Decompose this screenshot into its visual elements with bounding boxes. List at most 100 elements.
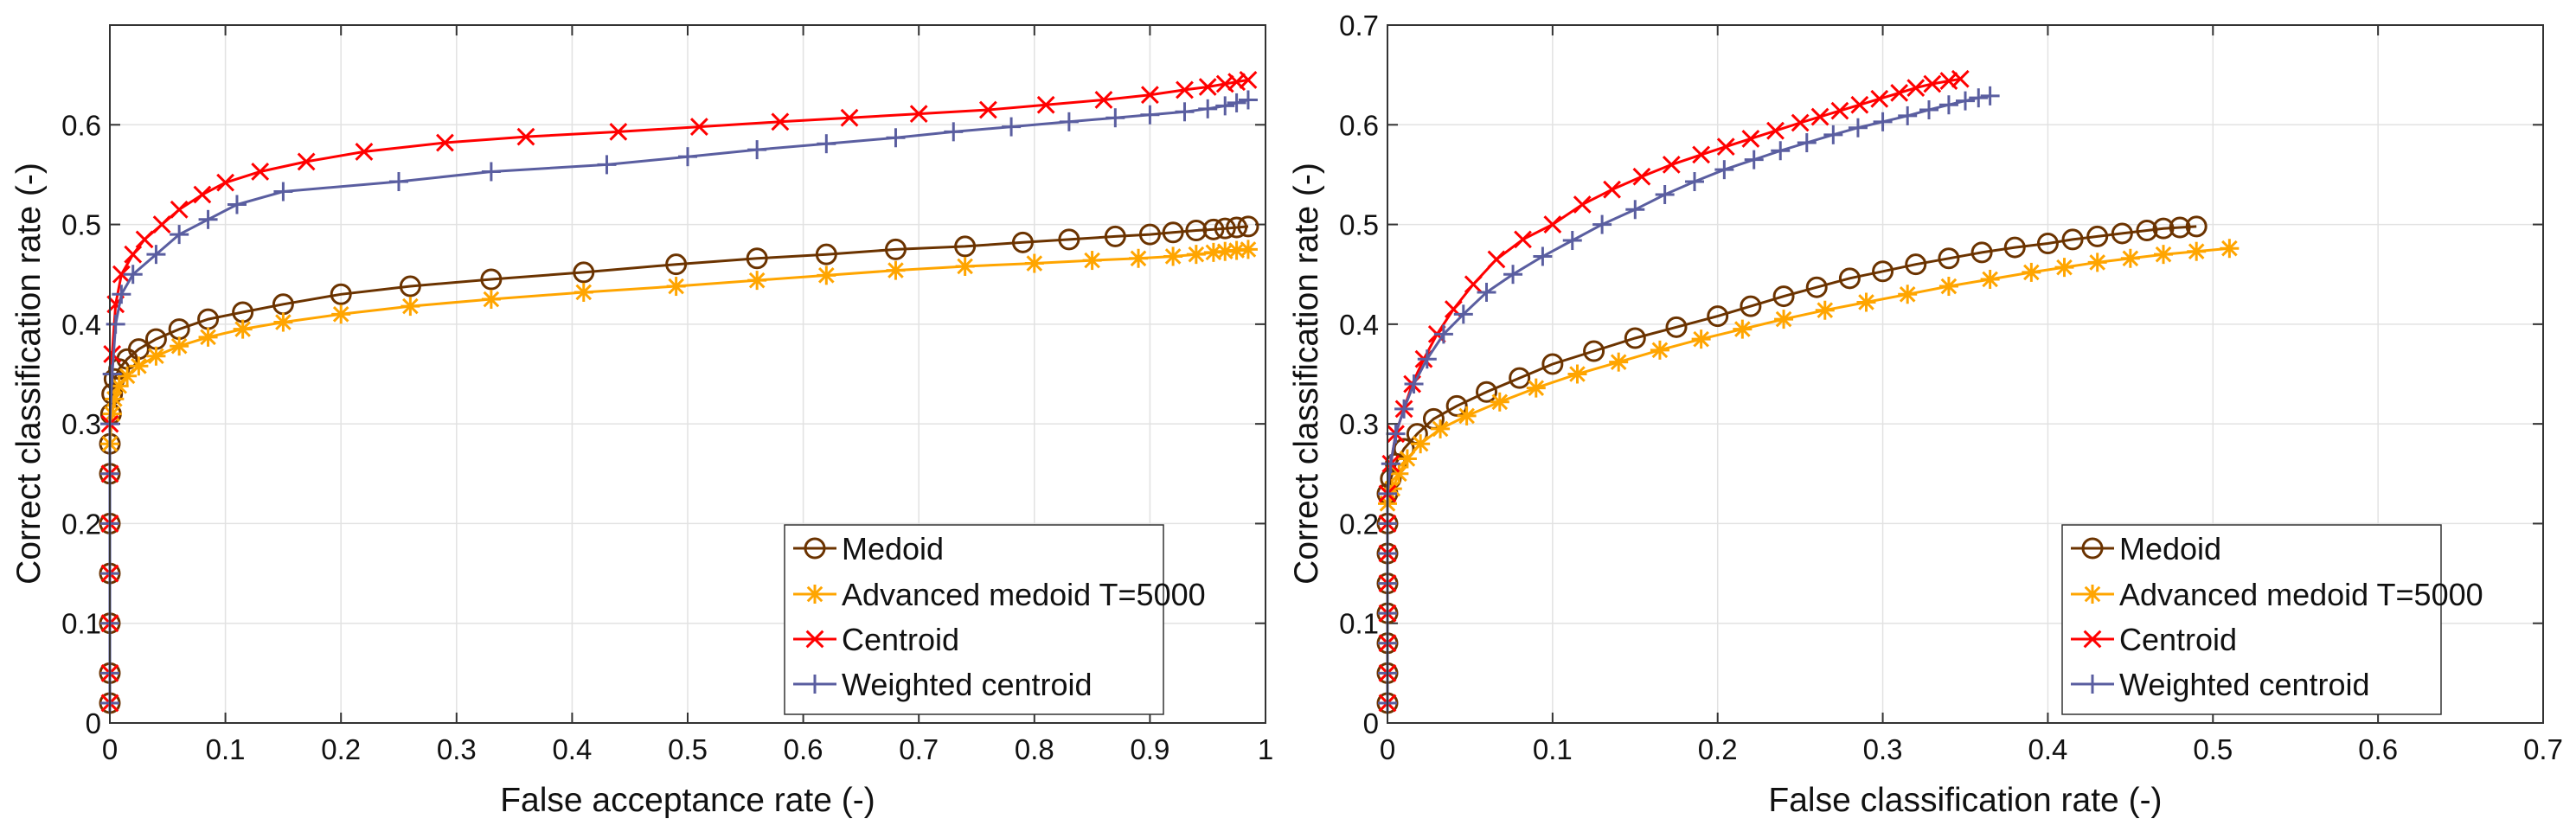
data-point-advanced-medoid-t-5000	[1856, 292, 1876, 312]
data-point-medoid	[1202, 218, 1225, 240]
data-point-weighted-centroid	[1980, 86, 2000, 106]
y-tick-label: 0.1	[1339, 608, 1379, 640]
data-point-advanced-medoid-t-5000	[2022, 262, 2041, 282]
data-point-advanced-medoid-t-5000	[102, 404, 122, 424]
data-point-advanced-medoid-t-5000	[2120, 248, 2140, 268]
data-point-centroid	[1662, 155, 1681, 174]
legend-marker-plus	[805, 675, 824, 694]
data-point-advanced-medoid-t-5000	[1938, 277, 1958, 297]
y-tick-label: 0.3	[1339, 408, 1379, 440]
data-point-weighted-centroid	[227, 195, 247, 214]
left-chart-panel: 0 0.1 0.2 0.3 0.4 0.5 0.6 0 0.1 0.2 0.3 0.4 0.5 0.6 0.…	[10, 24, 1273, 819]
data-point-weighted-centroid	[1744, 150, 1764, 170]
data-point-medoid	[573, 261, 595, 284]
data-point-weighted-centroid	[1956, 91, 1975, 111]
data-point-medoid	[954, 235, 977, 258]
data-point-medoid	[1938, 247, 1960, 270]
data-point-weighted-centroid	[389, 171, 408, 191]
data-point-medoid	[2169, 216, 2191, 239]
data-point-centroid	[103, 345, 122, 363]
y-tick-label: 0.6	[61, 109, 101, 141]
data-point-weighted-centroid	[481, 162, 501, 182]
data-point-advanced-medoid-t-5000	[1129, 248, 1149, 268]
data-point-advanced-medoid-t-5000	[1609, 352, 1629, 372]
left-y-axis-label: Correct classification rate (-)	[10, 163, 48, 585]
left-legend-label-centroid: Centroid	[842, 622, 959, 657]
x-tick-label: 0	[1380, 733, 1395, 765]
data-point-weighted-centroid	[817, 134, 836, 154]
data-point-medoid	[1226, 216, 1248, 239]
y-tick-label: 0.2	[1339, 508, 1379, 540]
left-axes-box	[109, 24, 1266, 724]
legend-marker-symbol	[805, 675, 824, 694]
data-point-advanced-medoid-t-5000	[129, 356, 149, 376]
data-point-advanced-medoid-t-5000	[1733, 319, 1753, 339]
data-point-weighted-centroid	[1227, 93, 1246, 112]
data-point-advanced-medoid-t-5000	[400, 297, 420, 317]
data-point-advanced-medoid-t-5000	[1567, 364, 1587, 384]
data-point-centroid	[1198, 78, 1217, 96]
data-point-centroid	[909, 105, 928, 124]
data-point-medoid	[1805, 276, 1828, 298]
data-point-medoid	[1162, 221, 1184, 244]
data-point-medoid	[2152, 217, 2175, 240]
data-point-centroid	[152, 215, 171, 233]
data-point-centroid	[1890, 83, 1909, 102]
right-legend-label-advanced-medoid: Advanced medoid T=5000	[2119, 577, 2483, 612]
right-chart-panel: 0 0.1 0.2 0.3 0.4 0.5 0.6 0.7 0 0.1 0.2 0.3 0.4 0.5 0.…	[1288, 10, 2563, 819]
x-tick-label: 0.5	[2193, 733, 2233, 765]
data-point-centroid	[297, 152, 316, 171]
legend-marker-symbol	[805, 585, 824, 604]
data-point-centroid	[1094, 91, 1113, 109]
y-tick-label: 0.2	[61, 508, 101, 540]
y-tick-label: 0	[86, 707, 101, 739]
data-point-weighted-centroid	[1823, 125, 1843, 144]
data-point-medoid	[1583, 340, 1605, 362]
legend-marker-x	[2083, 630, 2102, 649]
data-point-medoid	[1872, 260, 1894, 283]
data-point-weighted-centroid	[1059, 112, 1079, 131]
data-point-advanced-medoid-t-5000	[170, 336, 189, 356]
legend-marker-x	[805, 630, 824, 649]
y-tick-label: 0.4	[1339, 309, 1379, 341]
data-point-centroid	[1906, 79, 1926, 98]
left-legend-label-medoid: Medoid	[842, 531, 944, 566]
data-point-medoid	[2003, 236, 2026, 259]
data-point-medoid	[2086, 225, 2109, 247]
data-point-centroid	[1716, 138, 1735, 157]
data-point-weighted-centroid	[198, 209, 218, 229]
data-point-advanced-medoid-t-5000	[1163, 246, 1183, 266]
data-point-centroid	[1923, 74, 1942, 93]
data-point-weighted-centroid	[1919, 99, 1939, 119]
data-point-weighted-centroid	[886, 128, 906, 148]
data-point-centroid	[1036, 95, 1055, 114]
right-legend-entry-advanced-medoid: Advanced medoid T=5000	[2071, 577, 2483, 612]
data-point-weighted-centroid	[1898, 106, 1918, 125]
data-point-medoid	[1541, 353, 1564, 375]
data-point-advanced-medoid-t-5000	[2220, 239, 2240, 259]
data-point-weighted-centroid	[1714, 160, 1734, 180]
data-point-medoid	[1509, 367, 1531, 389]
data-point-centroid	[771, 112, 790, 131]
data-point-medoid	[1237, 215, 1259, 238]
data-point-advanced-medoid-t-5000	[955, 256, 975, 276]
data-point-medoid	[480, 268, 503, 291]
legend-marker-asterisk	[2083, 585, 2102, 604]
data-point-centroid	[355, 143, 374, 161]
data-point-advanced-medoid-t-5000	[2154, 245, 2174, 265]
data-point-centroid	[1543, 215, 1562, 233]
data-point-medoid	[2061, 228, 2084, 251]
legend-marker-circle	[804, 537, 826, 560]
data-point-advanced-medoid-t-5000	[2187, 241, 2207, 261]
data-point-weighted-centroid	[123, 265, 143, 285]
x-tick-label: 0.4	[2028, 733, 2067, 765]
data-point-medoid	[1185, 219, 1208, 241]
data-point-weighted-centroid	[1394, 399, 1414, 419]
data-point-weighted-centroid	[1503, 265, 1523, 285]
y-tick-label: 0.3	[61, 408, 101, 440]
data-point-medoid	[884, 238, 907, 260]
right-grid	[1387, 25, 2543, 723]
data-point-centroid	[1487, 250, 1506, 269]
data-point-centroid	[1810, 107, 1829, 126]
right-legend-label-weighted-centroid: Weighted centroid	[2119, 667, 2370, 702]
